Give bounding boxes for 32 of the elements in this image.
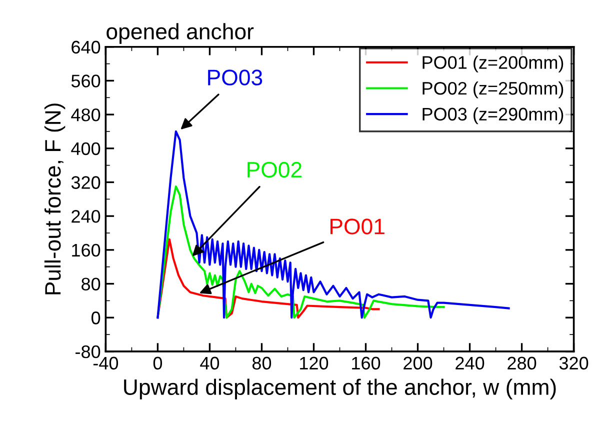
x-tick-label: 120 xyxy=(300,356,328,370)
chart-title: opened anchor xyxy=(106,23,254,44)
y-tick-label: -80 xyxy=(76,345,100,358)
annotation: PO01 xyxy=(330,218,384,234)
y-axis-title: Pull-out force, F (N) xyxy=(44,104,66,294)
y-tick-label: 160 xyxy=(72,244,100,257)
line-series xyxy=(156,185,445,319)
line-series xyxy=(156,238,380,319)
annotation: PO03 xyxy=(208,70,262,86)
x-tick-label: -40 xyxy=(93,356,118,370)
y-tick-label: 560 xyxy=(71,74,100,88)
x-tick-label: 240 xyxy=(456,356,484,370)
legend-label: PO03 (z=290mm) xyxy=(422,107,564,124)
line-series xyxy=(156,130,510,319)
legend-label: PO02 (z=250mm) xyxy=(422,81,564,98)
legend-label: PO01 (z=200mm) xyxy=(422,56,564,72)
x-tick-label: 160 xyxy=(352,356,380,370)
annotation: PO02 xyxy=(248,162,302,178)
x-tick-label: 200 xyxy=(404,356,432,370)
y-tick-label: 640 xyxy=(72,40,100,54)
y-tick-label: 400 xyxy=(71,142,100,156)
y-tick-label: 320 xyxy=(71,176,100,189)
y-tick-label: 240 xyxy=(72,210,100,223)
x-tick-label: 40 xyxy=(200,356,220,370)
y-tick-label: 80 xyxy=(82,278,100,290)
x-tick-label: 280 xyxy=(508,356,536,370)
x-axis-title: Upward displacement of the anchor, w (mm) xyxy=(124,378,556,400)
y-tick-label: 480 xyxy=(71,108,100,122)
x-tick-label: 0 xyxy=(153,356,162,370)
x-tick-label: 320 xyxy=(559,356,588,370)
y-tick-label: 0 xyxy=(92,312,100,324)
x-tick-label: 80 xyxy=(252,356,272,370)
